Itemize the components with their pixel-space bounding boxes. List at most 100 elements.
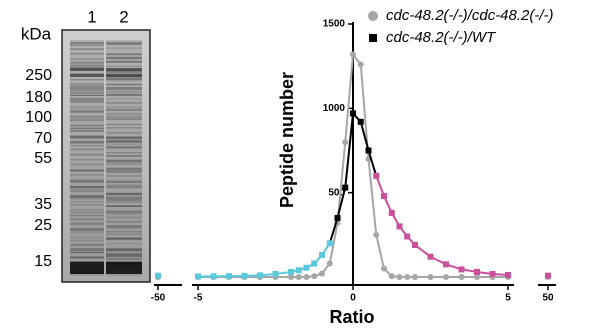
band bbox=[70, 201, 104, 203]
band bbox=[70, 44, 104, 45]
band bbox=[70, 149, 104, 150]
point bbox=[327, 240, 333, 246]
point bbox=[404, 274, 410, 280]
band bbox=[70, 86, 104, 89]
band bbox=[106, 237, 142, 239]
band bbox=[70, 195, 104, 198]
band bbox=[70, 262, 104, 274]
band bbox=[106, 124, 142, 125]
band bbox=[70, 164, 104, 166]
band bbox=[106, 243, 142, 244]
band bbox=[106, 253, 142, 255]
band bbox=[106, 205, 142, 207]
point bbox=[319, 252, 325, 258]
x-tick-label: 50 bbox=[542, 293, 554, 304]
band bbox=[106, 185, 142, 187]
band bbox=[106, 217, 142, 219]
band bbox=[106, 225, 142, 227]
point bbox=[335, 215, 341, 221]
band bbox=[106, 91, 142, 94]
point bbox=[459, 274, 465, 280]
point bbox=[296, 274, 302, 280]
marker-label: 55 bbox=[34, 150, 52, 167]
band bbox=[70, 74, 104, 77]
band bbox=[70, 79, 104, 80]
band bbox=[70, 219, 104, 220]
band bbox=[70, 211, 104, 213]
band bbox=[70, 62, 104, 63]
band bbox=[106, 113, 142, 116]
band bbox=[106, 221, 142, 223]
band bbox=[106, 61, 142, 63]
point bbox=[459, 266, 465, 272]
band bbox=[106, 136, 142, 139]
point bbox=[226, 273, 232, 279]
band bbox=[106, 197, 142, 200]
band bbox=[106, 213, 142, 215]
band bbox=[106, 66, 142, 67]
series-line bbox=[376, 235, 384, 269]
point bbox=[195, 273, 201, 279]
band bbox=[70, 83, 104, 85]
band bbox=[106, 74, 142, 77]
band bbox=[70, 145, 104, 146]
band bbox=[106, 262, 142, 274]
series-line bbox=[376, 176, 384, 196]
band bbox=[70, 68, 104, 71]
band bbox=[70, 115, 104, 118]
band bbox=[106, 87, 142, 90]
band bbox=[106, 116, 142, 117]
band bbox=[106, 47, 142, 49]
band bbox=[70, 98, 104, 101]
band bbox=[70, 204, 104, 205]
point bbox=[350, 51, 356, 57]
x-tick-label: -50 bbox=[151, 293, 166, 304]
band bbox=[70, 181, 104, 182]
point bbox=[373, 173, 379, 179]
band bbox=[106, 175, 142, 176]
point bbox=[296, 267, 302, 273]
point bbox=[381, 266, 387, 272]
band bbox=[70, 248, 104, 251]
band bbox=[106, 57, 142, 60]
band bbox=[70, 109, 104, 111]
legend-marker bbox=[368, 11, 378, 21]
band bbox=[70, 186, 104, 188]
point bbox=[304, 265, 310, 271]
point bbox=[342, 139, 348, 145]
point bbox=[211, 273, 217, 279]
point bbox=[389, 210, 395, 216]
gel-unit: kDa bbox=[21, 24, 52, 43]
point bbox=[342, 185, 348, 191]
band bbox=[70, 231, 104, 233]
band bbox=[106, 199, 142, 202]
point bbox=[242, 273, 248, 279]
point bbox=[358, 61, 364, 67]
band bbox=[70, 191, 104, 192]
band bbox=[106, 98, 142, 99]
band bbox=[106, 53, 142, 55]
band bbox=[106, 163, 142, 165]
band bbox=[106, 168, 142, 171]
point bbox=[288, 269, 294, 275]
point bbox=[381, 193, 387, 199]
band bbox=[106, 118, 142, 119]
point bbox=[443, 274, 449, 280]
band bbox=[106, 187, 142, 188]
band bbox=[70, 223, 104, 225]
band bbox=[106, 202, 142, 203]
band bbox=[106, 144, 142, 145]
band bbox=[70, 106, 104, 108]
band bbox=[106, 211, 142, 213]
band bbox=[70, 128, 104, 129]
band bbox=[106, 181, 142, 183]
marker-label: 15 bbox=[34, 253, 52, 270]
point bbox=[404, 234, 410, 240]
point bbox=[304, 274, 310, 280]
point bbox=[412, 242, 418, 248]
legend-label: cdc-48.2(-/-)/WT bbox=[386, 29, 497, 46]
band bbox=[106, 258, 142, 260]
point bbox=[319, 271, 325, 277]
band bbox=[70, 58, 104, 60]
band bbox=[106, 146, 142, 148]
